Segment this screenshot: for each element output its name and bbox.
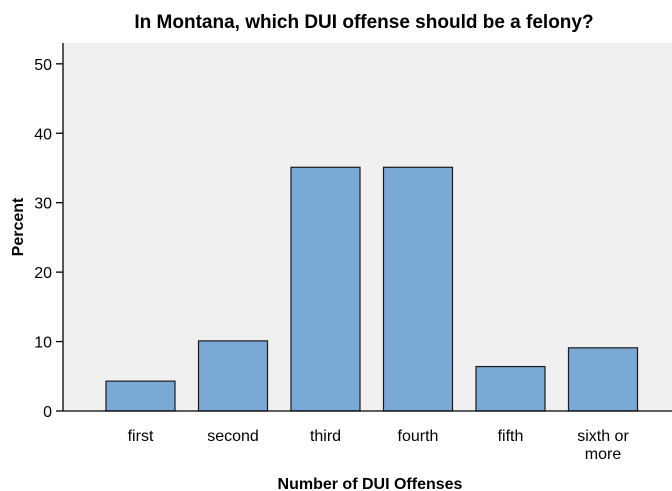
y-tick-label: 20: [34, 265, 52, 282]
x-axis-title: Number of DUI Offenses: [278, 476, 463, 491]
x-axis-category-labels: first second third fourth fifth sixth or more: [128, 428, 630, 463]
x-tick-label: fifth: [498, 428, 524, 445]
bar-sixth-or-more: [567, 347, 639, 412]
y-axis-title: Percent: [10, 197, 27, 256]
y-tick-label: 10: [34, 335, 52, 352]
x-tick-label: first: [128, 428, 154, 445]
bar-third: [290, 166, 361, 412]
x-tick-label: fourth: [398, 428, 439, 445]
chart-title: In Montana, which DUI offense should be …: [134, 12, 593, 33]
bar-fourth: [382, 166, 454, 412]
y-tick-label: 50: [34, 57, 52, 74]
bar-second: [197, 340, 269, 412]
bar-fifth: [475, 365, 546, 412]
axes: [62, 43, 672, 412]
y-axis-ticks: 0 10 20 30 40 50: [34, 57, 63, 421]
x-tick-label: second: [207, 428, 259, 445]
y-tick-label: 0: [43, 404, 52, 421]
x-tick-label: third: [310, 428, 341, 445]
x-tick-label: sixth or more: [577, 428, 629, 463]
y-tick-label: 40: [34, 126, 52, 143]
bar-first: [105, 380, 176, 412]
y-tick-label: 30: [34, 196, 52, 213]
bars: [105, 166, 639, 412]
